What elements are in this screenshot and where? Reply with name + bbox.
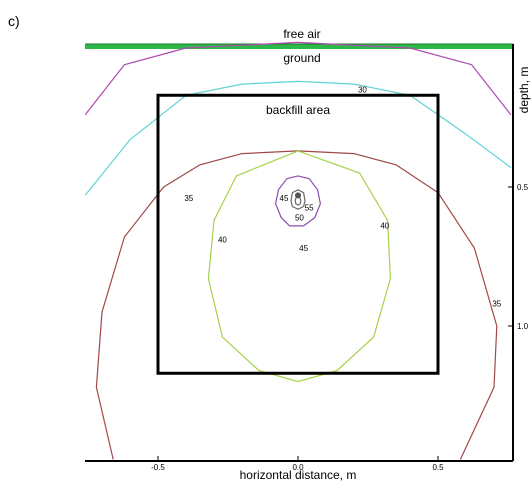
contour-label-30: 30 [358, 85, 367, 94]
contour-label-45: 45 [299, 244, 308, 253]
contour-label-40: 40 [218, 236, 227, 245]
panel-label: c) [8, 13, 20, 29]
y-tick-label: 1.0 [517, 322, 529, 331]
ground-label: ground [283, 51, 320, 65]
y-ticks: 0.5 1.0 [508, 183, 529, 331]
contour-40 [207, 150, 391, 383]
y-tick-label: 0.5 [517, 183, 529, 192]
x-tick-label: -0.5 [151, 463, 165, 472]
source-point [295, 192, 301, 199]
contour-25 [84, 41, 512, 116]
backfill-box [156, 93, 440, 375]
contour-label-50: 50 [295, 213, 304, 222]
contour-label-35: 35 [184, 194, 193, 203]
contour-label-55: 55 [305, 204, 314, 213]
source-dot [295, 192, 301, 199]
x-axis-label: horizontal distance, m [240, 468, 357, 482]
contour-45 [275, 175, 321, 227]
free-air-label: free air [283, 27, 320, 41]
contour-50 [290, 189, 306, 210]
contour-55 [294, 196, 302, 206]
free-air-strip [85, 44, 513, 49]
y-axis-label: depth, m [517, 67, 531, 114]
backfill-area-label: backfill area [266, 103, 330, 117]
x-tick-label: 0.5 [432, 463, 444, 472]
contour-label-35: 35 [492, 300, 501, 309]
x-tick-label: 0.0 [292, 463, 304, 472]
contour-label-45: 45 [280, 194, 289, 203]
contour-label-40: 40 [380, 222, 389, 231]
x-ticks: -0.5 0.0 0.5 [151, 456, 444, 472]
contour-30 [84, 80, 512, 196]
contour-lines [84, 41, 512, 460]
